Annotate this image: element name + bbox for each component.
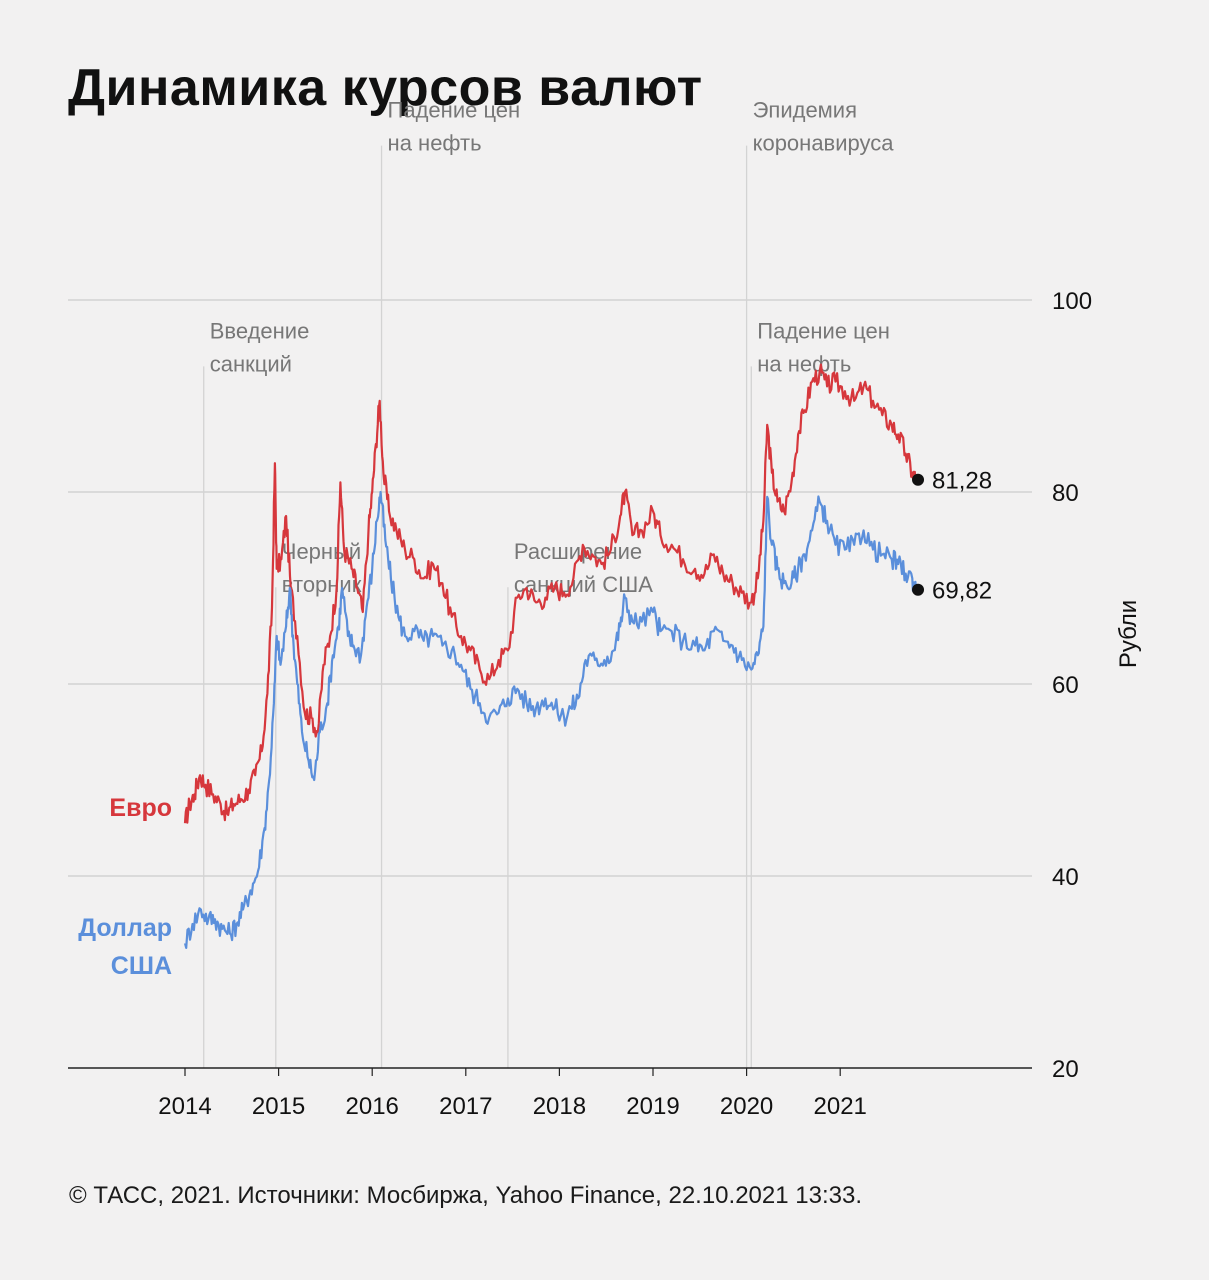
annotation-label: на нефть (757, 351, 851, 376)
x-tick-label: 2014 (158, 1093, 211, 1120)
end-marker (912, 473, 925, 486)
annotation-label: на нефть (388, 131, 482, 156)
source-note: © ТАСС, 2021. Источники: Мосбиржа, Yahoo… (69, 1182, 862, 1209)
annotation-label: санкций (210, 351, 292, 376)
y-tick-label: 20 (1052, 1056, 1079, 1083)
y-tick-label: 60 (1052, 672, 1079, 699)
end-value-label: 69,82 (932, 578, 992, 605)
annotation-label: Эпидемия (753, 98, 857, 123)
annotation-label: санкций США (514, 572, 653, 597)
series-line (183, 363, 918, 824)
grid (68, 299, 1032, 877)
series-lines (183, 363, 918, 949)
x-tick-label: 2019 (626, 1093, 679, 1120)
chart-title: Динамика курсов валют (68, 59, 703, 117)
annotation-label: Падение цен (757, 318, 890, 343)
x-tick-label: 2016 (346, 1093, 399, 1120)
x-tick-label: 2020 (720, 1093, 773, 1120)
series-labels: 81,28 69,82 Евро Доллар США (78, 468, 992, 980)
series-line (183, 490, 918, 949)
annotation-label: коронавируса (753, 131, 895, 156)
annotation-label: вторник (282, 572, 362, 597)
x-tick-label: 2018 (533, 1093, 586, 1120)
y-tick-label: 100 (1052, 288, 1092, 315)
y-tick-label: 80 (1052, 480, 1079, 507)
x-tick-label: 2017 (439, 1093, 492, 1120)
end-marker (912, 583, 925, 596)
series-label-euro: Евро (109, 794, 172, 822)
x-tick-label: 2015 (252, 1093, 305, 1120)
annotation-label: Введение (210, 318, 310, 343)
end-value-label: 81,28 (932, 468, 992, 495)
series-label-usd: США (111, 952, 172, 980)
annotation-label: Падение цен (388, 98, 521, 123)
series-label-usd: Доллар (78, 914, 172, 942)
axes: 20 40 60 80 100 Рубли 2014 2015 2016 2017 2018 2019… (68, 288, 1142, 1120)
y-axis-label: Рубли (1115, 600, 1142, 668)
y-tick-label: 40 (1052, 864, 1079, 891)
x-tick-label: 2021 (814, 1093, 867, 1120)
